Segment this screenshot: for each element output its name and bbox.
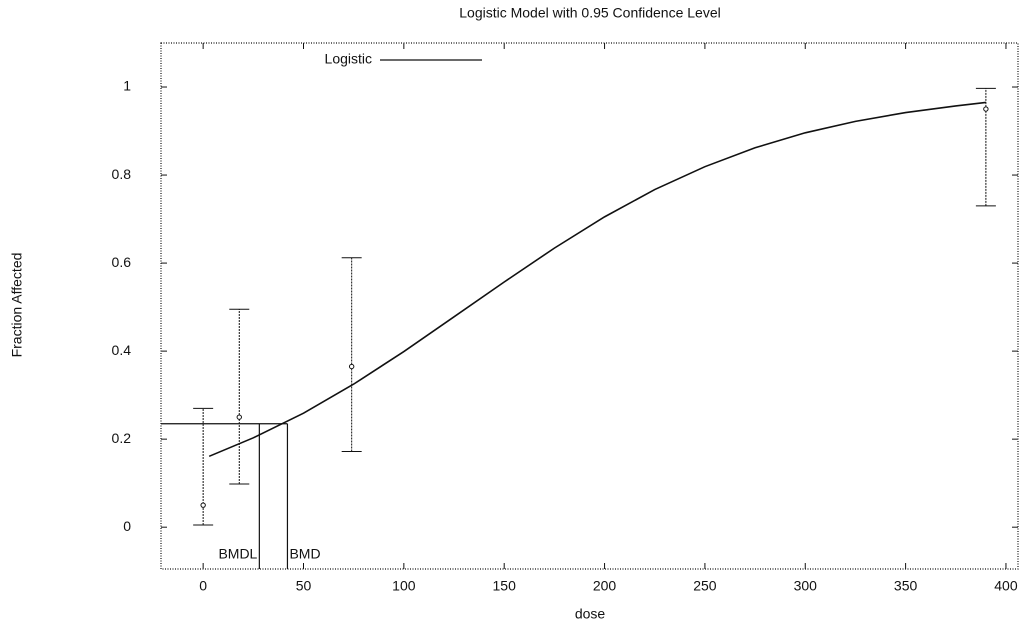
- x-axis-label: dose: [575, 606, 606, 622]
- plot-frame: [160, 42, 1019, 570]
- x-tick-label: 100: [392, 578, 416, 594]
- observed-point: [200, 502, 206, 508]
- y-tick-label: 0.2: [112, 430, 132, 446]
- fit-curve: [208, 101, 986, 458]
- x-tick-label: 300: [794, 578, 818, 594]
- y-axis-label: Fraction Affected: [9, 253, 25, 358]
- y-tick-label: 0.4: [112, 342, 132, 358]
- x-tick-label: 200: [593, 578, 617, 594]
- x-tick-label: 350: [894, 578, 918, 594]
- y-tick-label: 0.8: [112, 166, 132, 182]
- y-tick-label: 0: [123, 518, 131, 534]
- x-tick-label: 0: [199, 578, 207, 594]
- observed-point: [983, 106, 989, 112]
- bmdl-label: BMDL: [218, 546, 257, 562]
- y-tick-label: 0.6: [112, 254, 132, 270]
- observed-point: [348, 363, 355, 370]
- x-tick-label: 400: [994, 578, 1018, 594]
- observed-point: [236, 414, 242, 420]
- chart-title: Logistic Model with 0.95 Confidence Leve…: [459, 5, 721, 21]
- legend-label: Logistic: [325, 51, 372, 67]
- y-tick-label: 1: [123, 78, 131, 94]
- x-tick-label: 250: [693, 578, 717, 594]
- bmd-label: BMD: [289, 546, 320, 562]
- x-tick-label: 50: [296, 578, 312, 594]
- x-tick-label: 150: [493, 578, 517, 594]
